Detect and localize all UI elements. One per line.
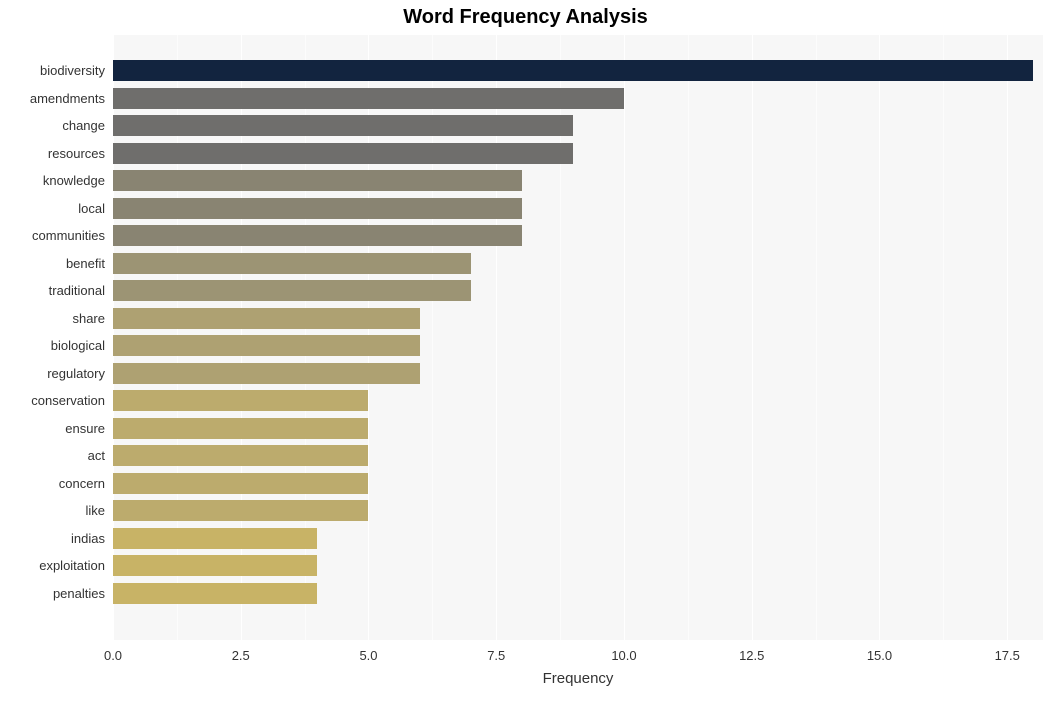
y-tick-label: resources <box>0 146 105 161</box>
bar <box>113 583 317 604</box>
x-tick-label: 0.0 <box>104 648 122 663</box>
y-tick-label: like <box>0 503 105 518</box>
y-tick-label: benefit <box>0 256 105 271</box>
x-tick-label: 17.5 <box>995 648 1020 663</box>
bar <box>113 418 368 439</box>
x-axis-title: Frequency <box>113 670 1043 687</box>
bar <box>113 363 420 384</box>
bar <box>113 198 522 219</box>
y-tick-label: regulatory <box>0 366 105 381</box>
y-tick-label: share <box>0 311 105 326</box>
x-tick-label: 2.5 <box>232 648 250 663</box>
bar <box>113 308 420 329</box>
y-tick-label: amendments <box>0 91 105 106</box>
y-tick-label: knowledge <box>0 173 105 188</box>
y-tick-label: concern <box>0 476 105 491</box>
bar <box>113 225 522 246</box>
x-tick-label: 15.0 <box>867 648 892 663</box>
bar-row <box>113 253 1043 274</box>
bar-row <box>113 88 1043 109</box>
bar-row <box>113 528 1043 549</box>
y-tick-label: penalties <box>0 586 105 601</box>
bar <box>113 473 368 494</box>
bar <box>113 253 471 274</box>
y-tick-label: exploitation <box>0 558 105 573</box>
bar-row <box>113 500 1043 521</box>
bar <box>113 555 317 576</box>
bar <box>113 445 368 466</box>
plot-area <box>113 35 1043 640</box>
y-tick-label: local <box>0 201 105 216</box>
y-tick-label: conservation <box>0 393 105 408</box>
bar-row <box>113 583 1043 604</box>
bar-row <box>113 363 1043 384</box>
bar <box>113 528 317 549</box>
bar-row <box>113 198 1043 219</box>
bar <box>113 280 471 301</box>
bar-row <box>113 115 1043 136</box>
y-tick-label: ensure <box>0 421 105 436</box>
y-tick-label: biodiversity <box>0 63 105 78</box>
bar <box>113 170 522 191</box>
bar <box>113 60 1033 81</box>
y-tick-label: biological <box>0 338 105 353</box>
chart-container: Word Frequency Analysis Frequency biodiv… <box>0 0 1051 701</box>
bar <box>113 88 624 109</box>
x-tick-label: 10.0 <box>611 648 636 663</box>
bar-row <box>113 390 1043 411</box>
bar <box>113 335 420 356</box>
bar-row <box>113 473 1043 494</box>
chart-title: Word Frequency Analysis <box>0 6 1051 29</box>
y-tick-label: act <box>0 448 105 463</box>
bar <box>113 143 573 164</box>
bar-row <box>113 280 1043 301</box>
bar <box>113 115 573 136</box>
bar-row <box>113 60 1043 81</box>
x-tick-label: 7.5 <box>487 648 505 663</box>
bar-row <box>113 335 1043 356</box>
bar-row <box>113 445 1043 466</box>
y-tick-label: change <box>0 118 105 133</box>
bar-row <box>113 143 1043 164</box>
x-tick-label: 5.0 <box>359 648 377 663</box>
y-tick-label: traditional <box>0 283 105 298</box>
x-tick-label: 12.5 <box>739 648 764 663</box>
y-tick-label: indias <box>0 531 105 546</box>
bar-row <box>113 418 1043 439</box>
bar <box>113 390 368 411</box>
bar <box>113 500 368 521</box>
bar-row <box>113 225 1043 246</box>
bar-row <box>113 555 1043 576</box>
bar-row <box>113 308 1043 329</box>
y-tick-label: communities <box>0 228 105 243</box>
bar-row <box>113 170 1043 191</box>
